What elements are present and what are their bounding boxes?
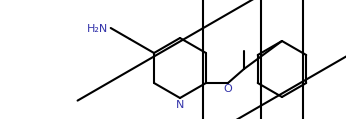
Text: N: N [176, 100, 184, 110]
Text: H₂N: H₂N [86, 24, 108, 34]
Text: O: O [224, 84, 233, 94]
